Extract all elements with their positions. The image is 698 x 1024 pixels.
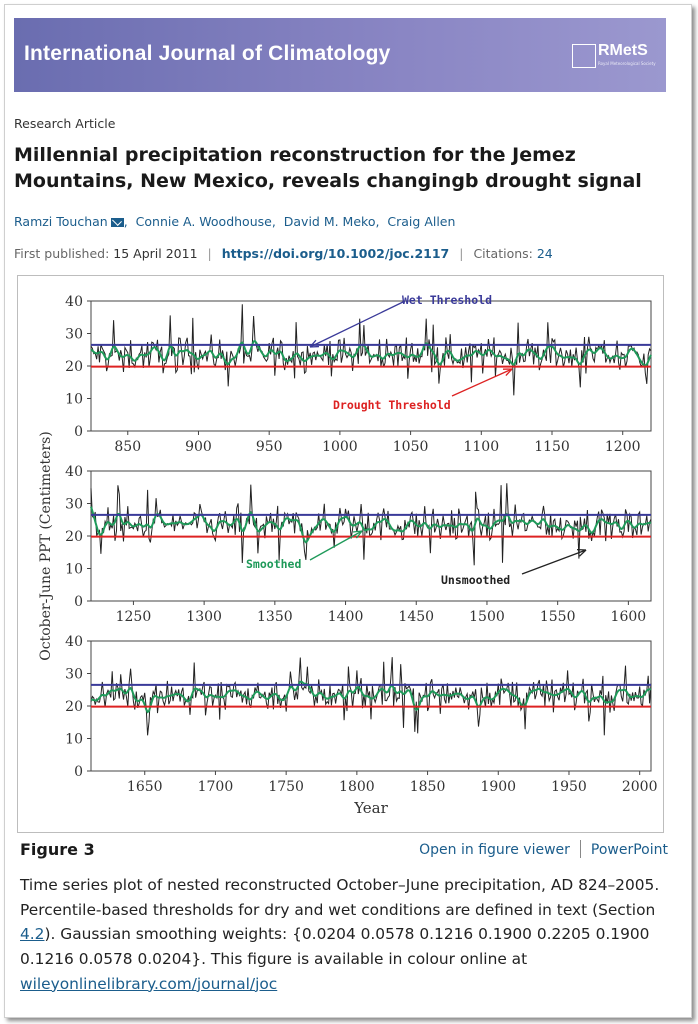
x-tick-label: 1600 <box>611 609 647 625</box>
y-tick-label: 30 <box>65 497 83 513</box>
unsmoothed-series-line <box>90 657 652 736</box>
x-tick-label: 1100 <box>463 439 499 455</box>
journal-banner[interactable]: International Journal of Climatology RMe… <box>14 18 666 92</box>
rmets-logo-icon <box>572 44 596 68</box>
y-axis-label: October-June PPT (Centimeters) <box>38 431 54 660</box>
unsmoothed-arrow <box>521 549 587 575</box>
rmets-logo: RMetS Royal Meteorological Society <box>572 42 656 70</box>
y-tick-label: 20 <box>65 359 83 375</box>
x-tick-label: 1450 <box>398 609 434 625</box>
y-tick-label: 30 <box>65 327 83 343</box>
x-tick-label: 1050 <box>393 439 429 455</box>
x-tick-label: 1300 <box>186 609 222 625</box>
figure-caption: Time series plot of nested reconstructed… <box>20 873 670 996</box>
y-tick-label: 40 <box>65 464 83 480</box>
citations-label: Citations: <box>473 246 533 261</box>
author-link[interactable]: Ramzi Touchan <box>14 214 108 229</box>
y-tick-label: 0 <box>74 764 83 780</box>
journal-url-link[interactable]: wileyonlinelibrary.com/journal/joc <box>20 974 278 993</box>
x-tick-label: 900 <box>185 439 212 455</box>
x-tick-label: 1200 <box>605 439 641 455</box>
x-tick-label: 1850 <box>410 779 446 795</box>
smoothed-arrow <box>309 530 363 561</box>
x-tick-label: 2000 <box>622 779 658 795</box>
unsmoothed-arrow-head <box>576 548 587 557</box>
x-tick-label: 1150 <box>534 439 570 455</box>
first-published-date: 15 April 2011 <box>113 246 198 261</box>
x-tick-label: 1500 <box>469 609 505 625</box>
caption-text-2: ). Gaussian smoothing weights: {0.0204 0… <box>20 925 650 968</box>
smoothed-series-line <box>90 680 651 714</box>
x-tick-label: 1800 <box>339 779 375 795</box>
author-link[interactable]: David M. Meko <box>283 214 376 229</box>
x-tick-label: 1550 <box>540 609 576 625</box>
smoothed-annotation: Smoothed <box>246 557 301 571</box>
section-link[interactable]: 4.2 <box>20 925 45 944</box>
x-tick-label: 1900 <box>480 779 516 795</box>
mail-icon[interactable] <box>110 218 124 227</box>
x-tick-label: 1350 <box>257 609 293 625</box>
wet-threshold-arrow <box>309 301 404 348</box>
x-tick-label: 850 <box>114 439 141 455</box>
drought-threshold-arrow-head <box>502 368 513 377</box>
unsmoothed-annotation: Unsmoothed <box>441 573 510 587</box>
x-tick-label: 1400 <box>328 609 364 625</box>
article-type: Research Article <box>14 116 116 131</box>
x-tick-label: 1250 <box>116 609 152 625</box>
figure-label: Figure 3 <box>20 840 95 859</box>
drought-threshold-arrow <box>451 368 513 397</box>
doi-link[interactable]: https://doi.org/10.1002/joc.2117 <box>221 246 450 261</box>
x-tick-label: 1950 <box>551 779 587 795</box>
article-title: Millennial precipitation reconstruction … <box>14 144 642 193</box>
open-figure-viewer-link[interactable]: Open in figure viewer <box>419 842 570 858</box>
x-tick-label: 1000 <box>322 439 358 455</box>
wet-threshold-annotation: Wet Threshold <box>402 293 492 307</box>
y-tick-label: 10 <box>65 732 83 748</box>
drought-threshold-annotation: Drought Threshold <box>333 398 451 412</box>
y-tick-label: 0 <box>74 594 83 610</box>
x-axis-label: Year <box>353 799 388 817</box>
y-tick-label: 40 <box>65 634 83 650</box>
rmets-logo-text: RMetS <box>598 42 648 59</box>
y-tick-label: 10 <box>65 392 83 408</box>
y-tick-label: 40 <box>65 294 83 310</box>
author-list: Ramzi Touchan, Connie A. Woodhouse, Davi… <box>14 214 456 229</box>
smoothed-series-line <box>90 506 652 544</box>
x-tick-label: 950 <box>256 439 283 455</box>
powerpoint-link[interactable]: PowerPoint <box>590 842 668 858</box>
figure-links: Open in figure viewer PowerPoint <box>419 840 668 858</box>
y-tick-label: 20 <box>65 699 83 715</box>
author-link[interactable]: Connie A. Woodhouse <box>135 214 272 229</box>
y-tick-label: 30 <box>65 667 83 683</box>
wet-threshold-arrow-head <box>309 339 320 348</box>
y-tick-label: 10 <box>65 562 83 578</box>
journal-title[interactable]: International Journal of Climatology <box>24 42 391 65</box>
unsmoothed-series-line <box>90 304 652 396</box>
author-link[interactable]: Craig Allen <box>387 214 456 229</box>
smoothed-arrow-head <box>352 530 363 539</box>
x-tick-label: 1750 <box>268 779 304 795</box>
rmets-logo-subtext: Royal Meteorological Society <box>598 61 656 66</box>
publication-meta: First published: 15 April 2011 | https:/… <box>14 246 553 261</box>
x-tick-label: 1650 <box>127 779 163 795</box>
y-tick-label: 20 <box>65 529 83 545</box>
y-tick-label: 0 <box>74 424 83 440</box>
caption-text: Time series plot of nested reconstructed… <box>20 876 660 919</box>
first-published-label: First published: <box>14 246 110 261</box>
figure-image[interactable]: 0 10 20 30 40 850 900 950 1000 1050 1100 1150 1200 We… <box>17 275 664 833</box>
x-tick-label: 1700 <box>198 779 234 795</box>
smoothed-series-line <box>90 339 652 367</box>
citations-count[interactable]: 24 <box>536 246 553 261</box>
